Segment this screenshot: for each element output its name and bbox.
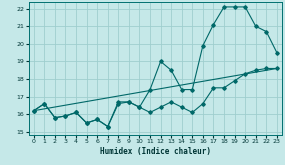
X-axis label: Humidex (Indice chaleur): Humidex (Indice chaleur): [100, 147, 211, 156]
